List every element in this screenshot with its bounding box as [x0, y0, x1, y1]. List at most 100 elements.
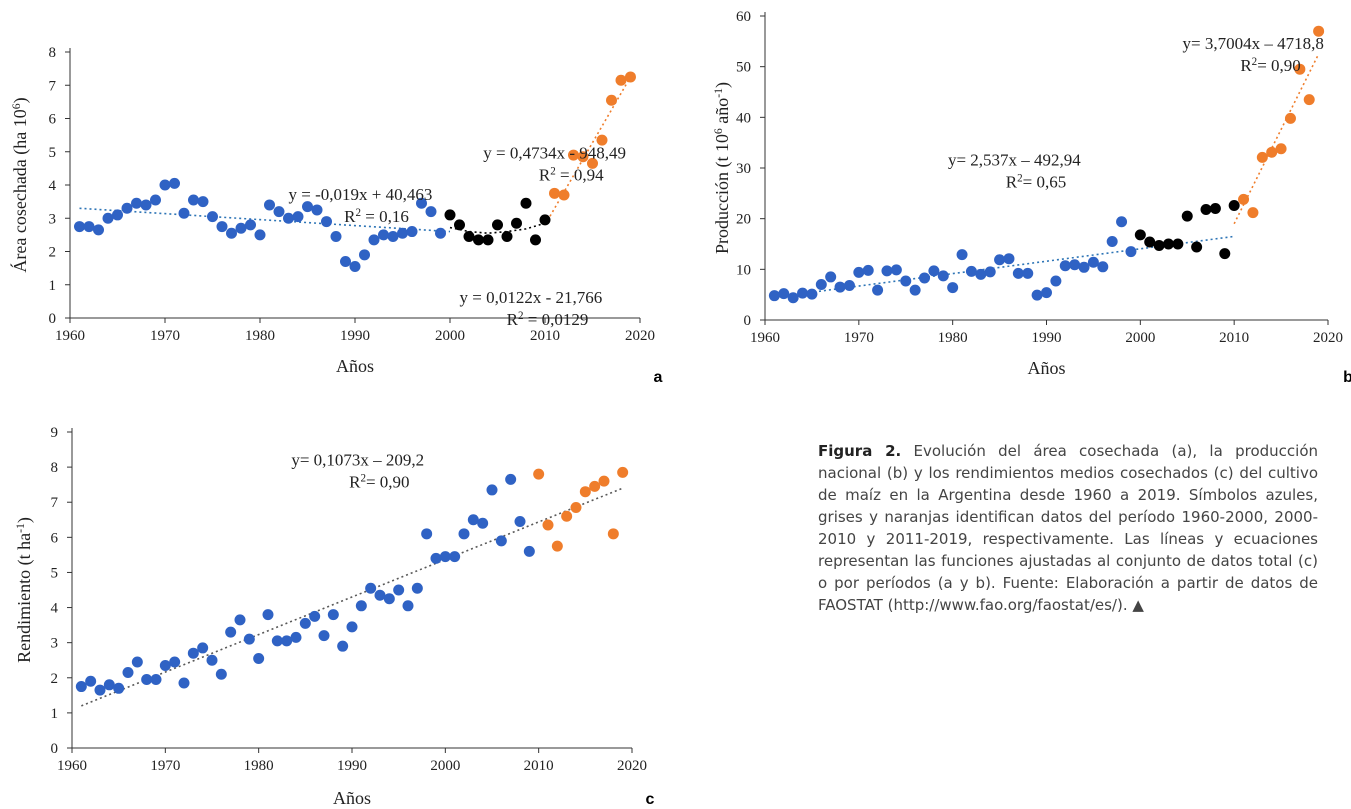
data-point: [75, 681, 87, 693]
data-point: [477, 517, 489, 529]
data-point: [551, 540, 563, 552]
data-point: [1012, 267, 1024, 279]
data-point: [393, 584, 405, 596]
x-axis-label: Años: [336, 356, 374, 376]
data-point: [1059, 260, 1071, 272]
data-point: [539, 214, 551, 226]
data-point: [355, 600, 367, 612]
data-point: [131, 197, 142, 209]
data-point: [1031, 289, 1043, 301]
y-axis-label: Producción (t 106 año-1): [712, 82, 734, 254]
trendline: [449, 222, 546, 235]
data-point: [825, 271, 837, 283]
equation-label: y = 0,4734x - 948,49: [483, 143, 626, 162]
x-tick-label: 2000: [430, 758, 460, 774]
y-tick-label: 2: [49, 245, 57, 261]
data-point: [1153, 240, 1165, 252]
data-point: [1106, 235, 1118, 247]
x-tick-label: 2000: [1125, 330, 1155, 346]
data-point: [454, 219, 465, 231]
data-point: [378, 229, 389, 241]
data-point: [430, 552, 442, 564]
data-point: [1219, 248, 1231, 260]
x-axis-label: Años: [1027, 358, 1065, 378]
data-point: [523, 545, 535, 557]
caption-end-mark: ▲: [1132, 596, 1144, 614]
panel-label: a: [654, 369, 663, 386]
panel-label: b: [1343, 369, 1351, 386]
data-point: [625, 71, 636, 83]
x-tick-label: 1960: [750, 330, 780, 346]
data-point: [141, 674, 153, 686]
data-point: [1003, 253, 1015, 265]
y-tick-label: 5: [49, 145, 57, 161]
data-point: [984, 266, 996, 278]
data-point: [131, 656, 143, 668]
caption-title: Figura 2.: [818, 442, 902, 460]
data-point: [778, 288, 790, 300]
x-axis-label: Años: [333, 788, 371, 808]
data-point: [449, 551, 461, 563]
data-point: [1247, 207, 1259, 219]
data-point: [561, 510, 573, 522]
data-point: [1041, 287, 1052, 299]
x-tick-label: 2010: [530, 328, 560, 344]
data-point: [1200, 204, 1212, 216]
data-point: [206, 654, 218, 666]
data-point: [549, 187, 560, 199]
data-point: [122, 667, 134, 679]
data-point: [1087, 256, 1099, 268]
data-point: [309, 610, 321, 622]
data-point: [234, 614, 246, 626]
data-point: [1294, 63, 1306, 75]
data-point: [271, 635, 283, 647]
y-tick-label: 8: [49, 45, 57, 61]
data-point: [1050, 275, 1062, 287]
data-point: [383, 593, 395, 605]
data-point: [150, 194, 161, 206]
data-point: [473, 234, 484, 246]
data-point: [178, 207, 190, 219]
data-point: [937, 270, 949, 282]
panel-label: c: [646, 791, 655, 808]
x-tick-label: 1990: [340, 328, 370, 344]
caption-text: Evolución del área cosechada (a), la pro…: [818, 442, 1318, 614]
equation-label: y= 2,537x – 492,94: [948, 150, 1081, 169]
data-point: [1313, 25, 1325, 37]
data-point: [1191, 241, 1203, 253]
data-point: [1303, 94, 1315, 106]
trendline: [79, 207, 451, 233]
y-tick-label: 7: [49, 78, 57, 94]
data-point: [243, 633, 255, 645]
equation-label: y= 3,7004x – 4718,8: [1183, 34, 1324, 53]
data-point: [216, 221, 228, 233]
y-tick-label: 1: [51, 706, 59, 722]
data-point: [85, 675, 97, 687]
data-point: [615, 74, 627, 86]
data-point: [467, 514, 479, 526]
r-squared-label: R2 = 0,94: [539, 165, 604, 184]
data-point: [495, 535, 507, 547]
x-tick-label: 1980: [938, 330, 968, 346]
r-squared-label: R2= 0,90: [1240, 56, 1300, 75]
data-point: [374, 589, 386, 601]
data-point: [283, 212, 294, 224]
data-point: [102, 212, 114, 224]
data-point: [1181, 210, 1193, 222]
data-point: [197, 642, 209, 654]
data-point: [928, 265, 940, 277]
data-point: [834, 281, 846, 293]
data-point: [482, 234, 494, 246]
data-point: [1209, 203, 1221, 215]
data-point: [444, 209, 456, 221]
data-point: [439, 551, 451, 563]
y-tick-label: 0: [49, 311, 57, 327]
data-point: [900, 275, 912, 287]
data-point: [815, 279, 827, 291]
data-point: [425, 206, 437, 218]
data-point: [542, 519, 554, 531]
data-point: [321, 216, 332, 228]
data-point: [140, 199, 152, 211]
data-point: [843, 280, 855, 292]
data-point: [501, 231, 513, 243]
